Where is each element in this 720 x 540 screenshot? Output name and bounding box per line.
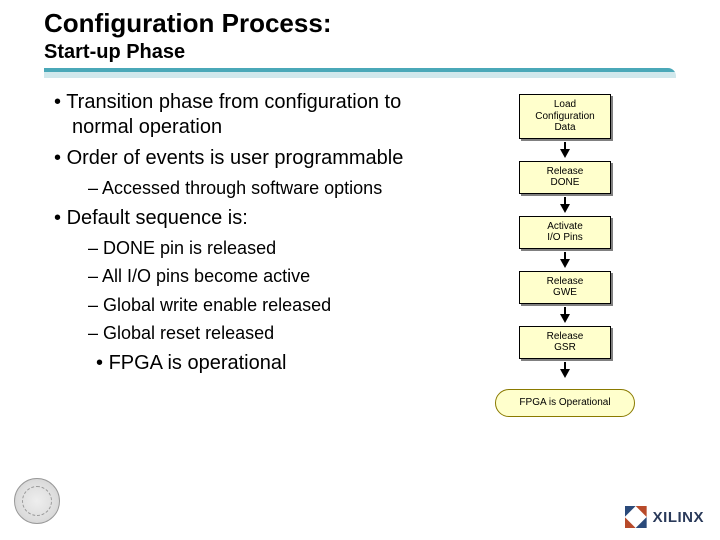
brand-logo: XILINX [625, 506, 704, 528]
list-subitem: DONE pin is released [88, 237, 430, 260]
page-subtitle: Start-up Phase [44, 41, 676, 64]
bullet-column: Transition phase from configuration to n… [0, 90, 430, 417]
seal-icon [14, 478, 60, 524]
list-subitem: All I/O pins become active [88, 265, 430, 288]
flow-node-release-gwe: ReleaseGWE [519, 271, 611, 304]
flow-node-release-done: ReleaseDONE [519, 161, 611, 194]
arrow-down-icon [560, 369, 570, 378]
flow-node-end: FPGA is Operational [495, 389, 635, 417]
flow-node-activate-io: ActivateI/O Pins [519, 216, 611, 249]
list-item: Default sequence is: [54, 206, 430, 231]
arrow-down-icon [560, 149, 570, 158]
list-item: Transition phase from configuration to n… [54, 90, 430, 140]
flow-node-load-data: LoadConfigurationData [519, 94, 611, 139]
xilinx-mark-icon [625, 506, 647, 528]
list-item: Order of events is user programmable [54, 146, 430, 171]
list-subitem: Global reset released [88, 322, 430, 345]
main-list: Transition phase from configuration to n… [54, 90, 430, 376]
arrow-down-icon [560, 259, 570, 268]
arrow-down-icon [560, 204, 570, 213]
list-subitem: Global write enable released [88, 294, 430, 317]
brand-name: XILINX [653, 509, 704, 526]
list-subitem: Accessed through software options [88, 177, 430, 200]
page-title: Configuration Process: [44, 8, 676, 39]
flow-node-release-gsr: ReleaseGSR [519, 326, 611, 359]
header: Configuration Process: Start-up Phase [0, 0, 720, 78]
list-item: FPGA is operational [78, 351, 430, 376]
flowchart: LoadConfigurationData ReleaseDONE Activa… [430, 90, 700, 417]
content-area: Transition phase from configuration to n… [0, 78, 720, 417]
header-underline [44, 68, 676, 78]
arrow-down-icon [560, 314, 570, 323]
